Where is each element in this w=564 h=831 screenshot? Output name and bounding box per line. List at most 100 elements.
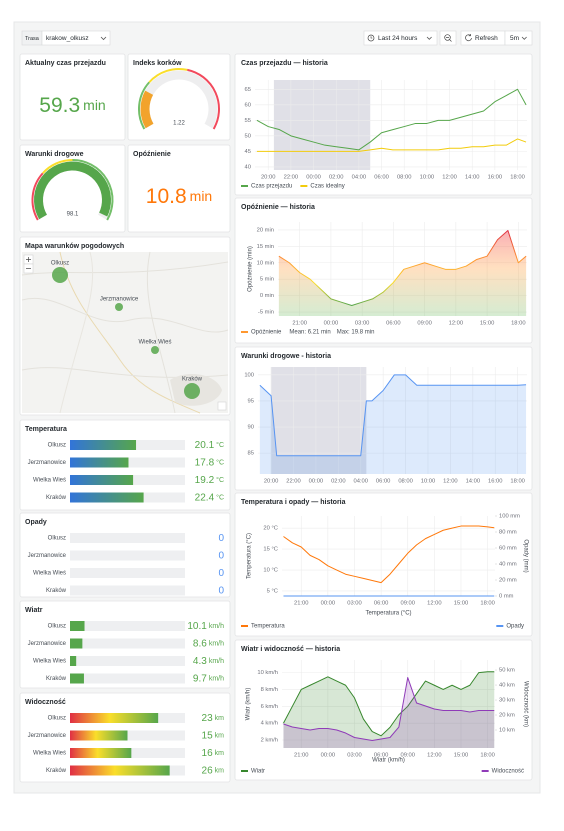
time-picker[interactable]: Last 24 hours xyxy=(363,30,438,46)
bar-value-unit: km/h xyxy=(209,658,224,665)
y-tick-label: 20 min xyxy=(257,227,274,233)
line xyxy=(283,677,495,742)
bar-value: 10.1 km/h xyxy=(187,621,224,632)
x-tick-label: 03:00 xyxy=(355,321,370,327)
bar xyxy=(70,440,137,450)
bar-track xyxy=(70,533,185,543)
area xyxy=(283,671,495,748)
x-tick-label: 09:00 xyxy=(400,753,415,759)
map-road xyxy=(59,251,94,414)
bar-value-number: 16 xyxy=(202,748,214,759)
zoom-plus xyxy=(26,257,31,262)
refresh-interval-button[interactable] xyxy=(504,30,533,46)
y2-tick-label: 100 mm xyxy=(499,514,520,520)
y-tick-label: 8 km/h xyxy=(261,687,278,693)
x-tick-label: 21:00 xyxy=(292,321,307,327)
x-tick-label: 15:00 xyxy=(480,321,495,327)
bar-value-unit: km/h xyxy=(209,675,224,682)
legend-swatch xyxy=(481,770,489,772)
x-tick-label: 06:00 xyxy=(374,753,389,759)
bar-label: Olkusz xyxy=(48,443,66,449)
bar-value: 20.1 °C xyxy=(195,440,224,451)
legend-label: Opóźnienie xyxy=(251,330,282,336)
refresh-picker[interactable]: Refresh 5m xyxy=(460,30,533,46)
x-tick-label: 00:00 xyxy=(321,753,336,759)
variable-dropdown[interactable] xyxy=(41,30,111,46)
bar-track xyxy=(70,550,185,561)
line xyxy=(283,671,495,737)
town-marker[interactable] xyxy=(184,383,200,399)
y2-axis-title: Widoczność (km) xyxy=(522,681,528,727)
stat-value: 59.3 min xyxy=(39,94,105,117)
panel-title: Wiatr i widoczność — historia xyxy=(241,646,340,653)
y-tick-label: 0 min xyxy=(260,293,274,299)
bar-value-number: 19.2 xyxy=(195,475,215,486)
clock-hands xyxy=(370,36,373,39)
bar-value-unit: km xyxy=(215,715,225,722)
bar-value-number: 0 xyxy=(218,533,224,544)
bar-track xyxy=(70,638,185,649)
line xyxy=(256,138,527,152)
town-marker[interactable] xyxy=(52,267,68,283)
stat-unit: min xyxy=(83,97,106,113)
bar-value-unit: °C xyxy=(216,476,224,484)
time-picker-button[interactable] xyxy=(363,30,438,46)
town-label: Kraków xyxy=(182,377,203,383)
panel xyxy=(19,53,126,141)
legend-label: Opady xyxy=(506,624,524,630)
bar-value: 4.3 km/h xyxy=(193,656,224,667)
refresh-icon xyxy=(465,34,472,42)
y-tick-label: 55 xyxy=(245,118,251,124)
x-tick-label: 10:00 xyxy=(420,175,435,181)
bar-value-unit: °C xyxy=(216,441,224,449)
legend-swatch xyxy=(496,625,504,627)
legend-swatch xyxy=(241,331,248,333)
bar-value: 0 xyxy=(218,533,224,544)
bar-label: Jerzmanowice xyxy=(28,460,67,466)
panel-title: Widoczność xyxy=(25,699,66,706)
x-tick-label: 03:00 xyxy=(347,601,362,607)
x-tick-label: 14:00 xyxy=(466,479,481,485)
variable-value: krakow_olkusz xyxy=(46,35,89,42)
town-marker[interactable] xyxy=(115,303,123,311)
y2-tick-label: 10 km xyxy=(499,728,515,734)
town-marker[interactable] xyxy=(151,346,159,354)
y-tick-label: -5 min xyxy=(258,310,274,316)
panel xyxy=(127,144,231,233)
variable-picker[interactable]: Trasa krakow_olkusz xyxy=(21,30,111,46)
bar-label: Wielka Wieś xyxy=(33,571,66,577)
x-tick-label: 12:00 xyxy=(427,601,442,607)
y-tick-label: 2 km/h xyxy=(261,738,278,744)
line xyxy=(256,88,527,151)
y2-tick-label: 50 km xyxy=(499,668,515,674)
legend-label: Wiatr xyxy=(251,769,265,775)
x-tick-label: 15:00 xyxy=(454,601,469,607)
bar-value: 0 xyxy=(218,585,224,596)
zoom-button[interactable] xyxy=(439,30,457,46)
y2-tick-label: 40 mm xyxy=(499,562,517,568)
x-tick-label: 21:00 xyxy=(294,753,309,759)
threshold-ring xyxy=(72,159,114,221)
legend-stat: Mean: 6.21 min xyxy=(289,330,330,336)
panel-title: Opady xyxy=(25,519,47,526)
zoom-out[interactable] xyxy=(439,30,457,46)
legend-label: Widoczność xyxy=(492,769,524,775)
gauge-value-label: 1.22 xyxy=(173,121,185,127)
map-road xyxy=(146,251,176,414)
x-tick-label: 12:00 xyxy=(443,479,458,485)
y2-tick-label: 0 mm xyxy=(499,594,514,600)
bar-value: 0 xyxy=(218,550,224,561)
legend-label: Temperatura xyxy=(251,624,285,630)
town-label: Jerzmanowice xyxy=(100,297,139,303)
y2-tick-label: 20 km xyxy=(499,713,515,719)
x-tick-label: 06:00 xyxy=(374,601,389,607)
bar-value-unit: km xyxy=(215,732,225,739)
threshold-ring xyxy=(42,159,73,174)
panel-title: Opóźnienie xyxy=(133,151,171,158)
y-axis-title: Temperatura (°C) xyxy=(247,533,253,579)
x-tick-label: 03:00 xyxy=(347,753,362,759)
line xyxy=(283,525,495,584)
y2-tick-label: 80 mm xyxy=(499,530,517,536)
x-tick-label: 12:00 xyxy=(449,321,464,327)
clock-icon xyxy=(367,34,375,42)
